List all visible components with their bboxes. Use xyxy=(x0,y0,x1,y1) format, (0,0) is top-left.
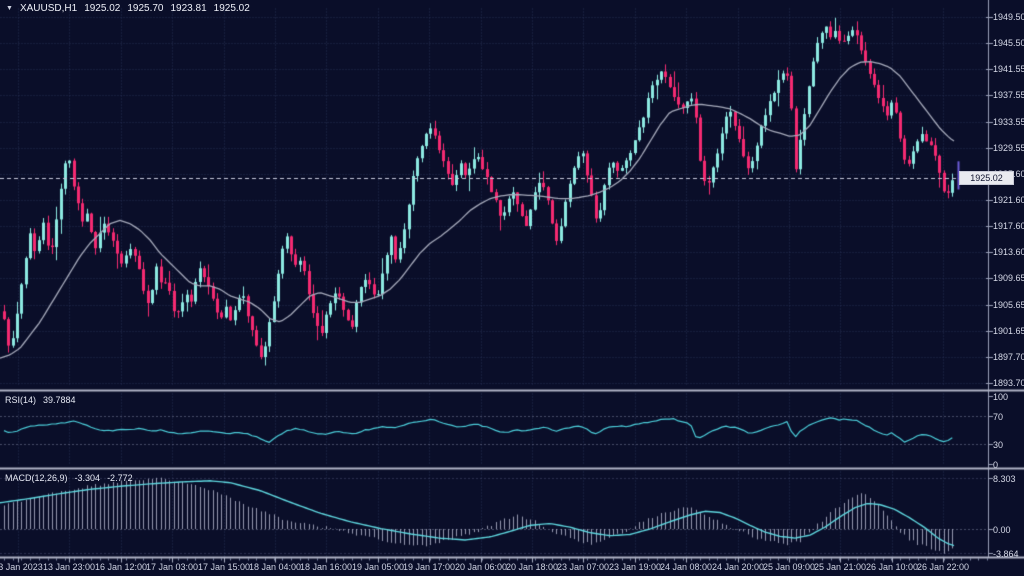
time-axis-label: 18 Jan 16:00 xyxy=(299,562,353,572)
price-tick-label: 1949.50 xyxy=(993,12,1024,22)
price-tick-label: 1905.65 xyxy=(993,299,1024,310)
time-axis-label: 17 Jan 15:00 xyxy=(197,562,251,572)
time-axis-label: 25 Jan 09:00 xyxy=(762,562,816,572)
time-axis-label: 24 Jan 20:00 xyxy=(711,562,765,572)
price-tick-label: 1893.70 xyxy=(993,377,1024,388)
price-tick-label: 1909.65 xyxy=(993,273,1024,284)
price-tick-label: 1929.55 xyxy=(993,142,1024,153)
time-axis-label: 23 Jan 07:00 xyxy=(556,562,610,572)
collapse-triangle-icon[interactable]: ▼ xyxy=(6,4,13,12)
quote-close: 1925.02 xyxy=(213,3,250,14)
time-axis-label: 19 Jan 05:00 xyxy=(351,562,405,572)
chart-title-bar: ▼ XAUUSD,H1 1925.02 1925.70 1923.81 1925… xyxy=(6,3,250,14)
symbol-timeframe-label: XAUUSD,H1 xyxy=(19,3,78,14)
price-tick-label: 1913.60 xyxy=(993,247,1024,258)
rsi-indicator-header: RSI(14) 39.7884 xyxy=(5,395,76,405)
price-tick-label: 1917.60 xyxy=(993,221,1024,232)
time-axis-label: 13 Jan 2023 xyxy=(0,562,43,572)
rsi-value: 39.7884 xyxy=(43,395,76,405)
macd-tick-label: -3.864 xyxy=(993,548,1019,559)
price-tick-label: 1941.55 xyxy=(993,64,1024,75)
price-tick-label: 1901.65 xyxy=(993,325,1024,336)
macd-signal-value: -2.772 xyxy=(107,473,133,483)
time-axis-label: 19 Jan 17:00 xyxy=(402,562,456,572)
time-axis-label: 13 Jan 23:00 xyxy=(42,562,96,572)
time-axis-label: 26 Jan 22:00 xyxy=(916,562,970,572)
time-axis-label: 18 Jan 04:00 xyxy=(248,562,302,572)
macd-label: MACD(12,26,9) xyxy=(5,473,68,483)
price-tick-label: 1933.55 xyxy=(993,116,1024,127)
macd-indicator-header: MACD(12,26,9) -3.304 -2.772 xyxy=(5,473,133,483)
quote-high: 1925.70 xyxy=(127,3,164,14)
time-axis-label: 23 Jan 19:00 xyxy=(608,562,662,572)
macd-value: -3.304 xyxy=(74,473,101,483)
quote-open: 1925.02 xyxy=(84,3,121,14)
time-axis-label: 17 Jan 03:00 xyxy=(145,562,199,572)
time-axis-label: 24 Jan 08:00 xyxy=(659,562,713,572)
rsi-tick-label: 100 xyxy=(993,392,1009,402)
time-axis-label: 16 Jan 12:00 xyxy=(94,562,148,572)
price-tick-label: 1945.50 xyxy=(993,38,1024,49)
rsi-tick-label: 70 xyxy=(993,412,1004,423)
rsi-tick-label: 30 xyxy=(993,439,1004,450)
macd-tick-label: 0.00 xyxy=(993,525,1011,535)
macd-tick-label: 8.303 xyxy=(993,474,1016,485)
time-axis-label: 20 Jan 06:00 xyxy=(454,562,508,572)
rsi-label: RSI(14) xyxy=(5,395,37,405)
time-axis-label: 20 Jan 18:00 xyxy=(505,562,559,572)
quote-low: 1923.81 xyxy=(170,3,207,14)
price-tick-label: 1897.70 xyxy=(993,351,1024,362)
current-price-badge: 1925.02 xyxy=(959,171,1014,185)
price-tick-label: 1921.60 xyxy=(993,194,1024,205)
time-axis-label: 26 Jan 10:00 xyxy=(865,562,919,572)
time-axis-label: 25 Jan 21:00 xyxy=(813,562,867,572)
rsi-tick-label: 0 xyxy=(993,460,999,470)
price-tick-label: 1937.55 xyxy=(993,90,1024,101)
